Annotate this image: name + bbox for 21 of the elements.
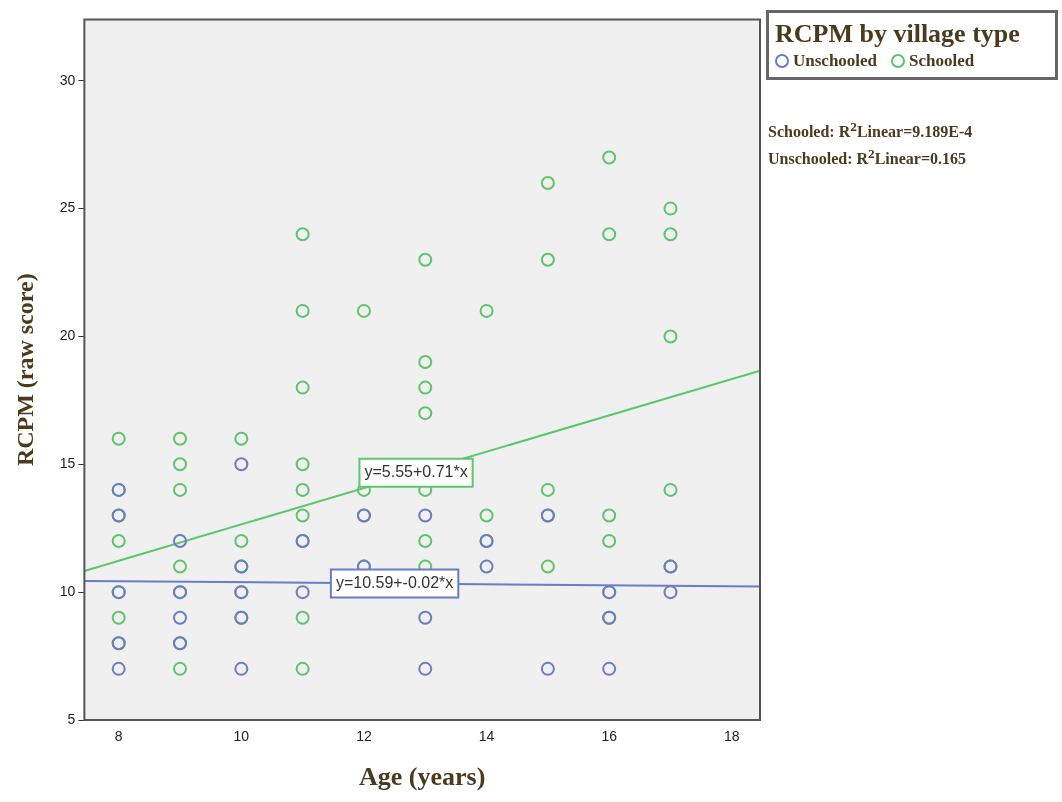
x-tick-label: 10 bbox=[233, 728, 250, 745]
legend-title: RCPM by village type bbox=[775, 19, 1021, 49]
x-tick-label: 18 bbox=[724, 728, 740, 745]
text: Schooled: R$^{2}$Linear=9.189E-4 bbox=[768, 118, 973, 143]
y-tick-label: 25 bbox=[59, 199, 76, 216]
y-tick-label: 15 bbox=[59, 455, 76, 472]
y-tick-label: 10 bbox=[59, 583, 76, 600]
annotation: y=10.59+-0.02*x bbox=[335, 573, 454, 591]
x-tick-label: 8 bbox=[114, 728, 123, 745]
text: Unschooled: R$^{2}$Linear=0.165 bbox=[768, 145, 968, 170]
y-tick-label: 20 bbox=[59, 327, 76, 344]
x-tick-label: 14 bbox=[478, 728, 495, 745]
y-axis-title: RCPM (raw score) bbox=[11, 273, 38, 467]
annotation: y=5.55+0.71*x bbox=[364, 463, 468, 481]
x-tick-label: 12 bbox=[356, 728, 372, 745]
y-tick-label: 5 bbox=[67, 710, 76, 727]
legend-label: Unschooled bbox=[792, 51, 878, 71]
x-axis-title: Age (years) bbox=[359, 762, 486, 792]
y-tick-label: 30 bbox=[59, 71, 76, 88]
legend-label: Schooled bbox=[908, 51, 975, 71]
x-tick-label: 16 bbox=[601, 728, 618, 745]
